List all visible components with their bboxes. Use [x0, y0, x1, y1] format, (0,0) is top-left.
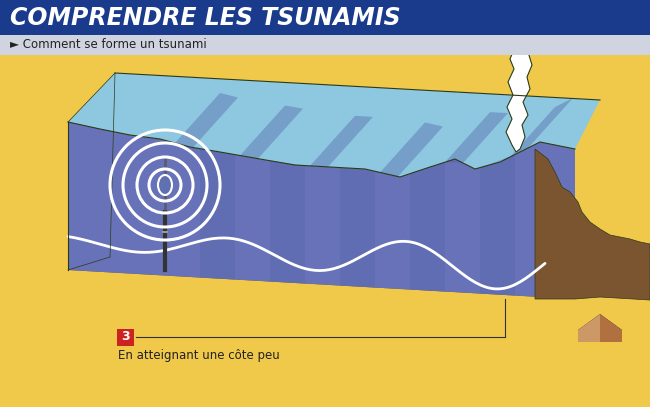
FancyBboxPatch shape — [117, 329, 134, 346]
Text: COMPRENDRE LES TSUNAMIS: COMPRENDRE LES TSUNAMIS — [10, 6, 400, 30]
Polygon shape — [310, 116, 373, 167]
Polygon shape — [175, 93, 238, 147]
Polygon shape — [410, 162, 445, 291]
Polygon shape — [380, 123, 443, 177]
Polygon shape — [68, 257, 615, 299]
Polygon shape — [200, 149, 235, 280]
Polygon shape — [240, 105, 303, 159]
Polygon shape — [480, 155, 515, 295]
Polygon shape — [535, 149, 650, 300]
Polygon shape — [68, 73, 600, 177]
Polygon shape — [445, 112, 508, 163]
Text: 3: 3 — [121, 330, 130, 344]
FancyBboxPatch shape — [0, 35, 650, 55]
Polygon shape — [578, 314, 600, 342]
Text: ► Comment se forme un tsunami: ► Comment se forme un tsunami — [10, 39, 207, 52]
Polygon shape — [270, 161, 305, 284]
Ellipse shape — [158, 175, 172, 195]
FancyBboxPatch shape — [0, 0, 650, 35]
Polygon shape — [340, 168, 375, 288]
Polygon shape — [578, 314, 622, 330]
Polygon shape — [600, 314, 622, 342]
Polygon shape — [506, 32, 535, 152]
Text: En atteignant une côte peu: En atteignant une côte peu — [118, 349, 280, 362]
Polygon shape — [510, 98, 573, 157]
Polygon shape — [68, 93, 115, 270]
Polygon shape — [68, 122, 575, 299]
